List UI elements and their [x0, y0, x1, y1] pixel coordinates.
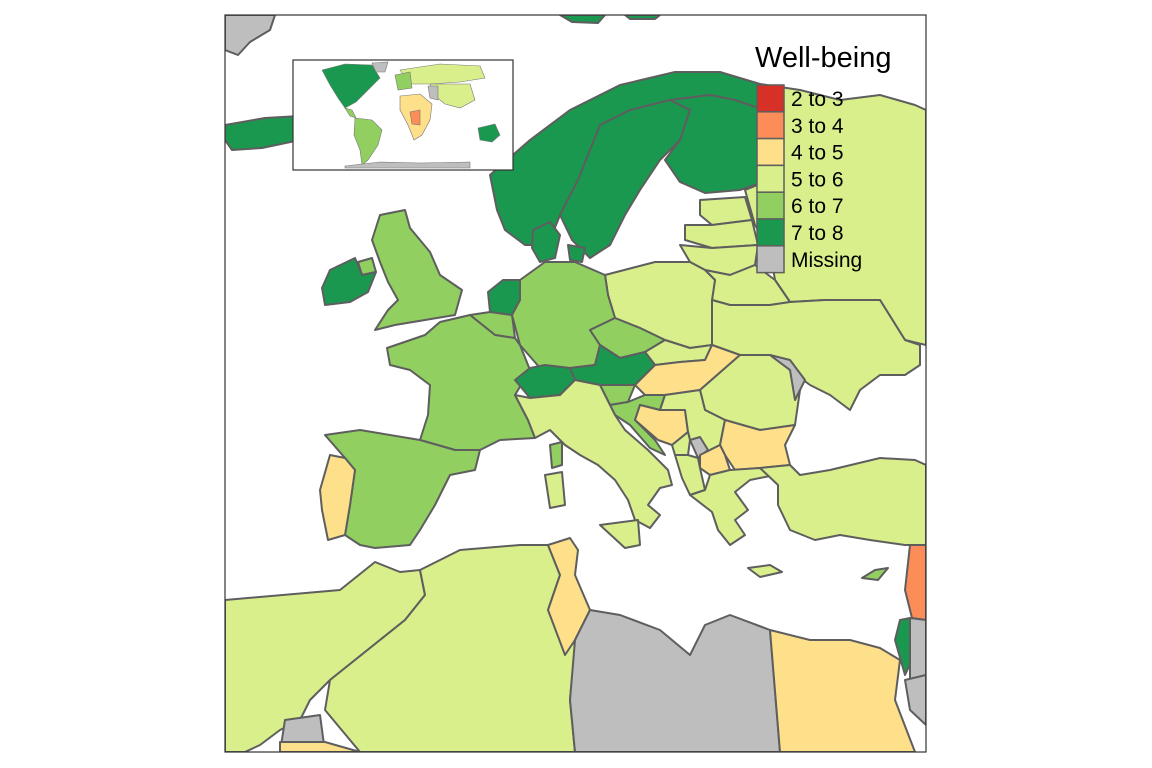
inset-south-america [353, 117, 383, 166]
country-moldova [769, 354, 806, 401]
country-sicily [599, 519, 641, 549]
legend-swatch [756, 191, 785, 220]
country-israel [894, 617, 913, 676]
legend-label: 7 to 8 [791, 222, 844, 245]
country-saudi [904, 674, 926, 726]
country-greenland-north [559, 15, 606, 24]
country-libya [569, 609, 781, 752]
legend-swatch [756, 137, 785, 167]
legend: Well-being 2 to 3 3 to 4 4 to 5 5 to 6 6 to … [755, 42, 891, 274]
inset-greenland [371, 61, 389, 73]
country-corsica [549, 441, 563, 469]
legend-label: 3 to 4 [791, 115, 844, 138]
country-greece [689, 467, 776, 546]
country-finland [664, 94, 776, 194]
legend-title: Well-being [755, 42, 891, 74]
country-egypt [769, 629, 916, 752]
legend-label: 5 to 6 [791, 168, 844, 191]
legend-label: 6 to 7 [791, 195, 844, 218]
inset-australia [477, 123, 501, 143]
country-latvia [684, 219, 759, 249]
country-cyprus [861, 567, 889, 581]
country-denmark-zealand [567, 244, 586, 263]
inset-antarctica [344, 161, 471, 169]
country-albania [674, 454, 706, 496]
map-frame [224, 14, 927, 753]
legend-label: 4 to 5 [791, 142, 844, 165]
country-algeria [324, 544, 576, 752]
country-united-kingdom [371, 209, 463, 331]
country-lebanon-syria [904, 544, 926, 621]
country-montenegro [671, 431, 691, 456]
legend-swatch [756, 111, 785, 140]
legend-swatch [756, 245, 785, 274]
country-turkey [759, 457, 926, 546]
country-sardinia [544, 471, 566, 509]
legend-label: Missing [791, 249, 862, 272]
country-denmark [531, 221, 561, 263]
legend-label: 2 to 3 [791, 88, 844, 111]
inset-north-america [321, 63, 381, 109]
inset-europe [394, 71, 413, 91]
country-svalbard [624, 15, 661, 20]
inset-middle-east [427, 85, 439, 101]
inset-world-map [292, 59, 514, 171]
country-jordan [909, 617, 926, 681]
country-crete [747, 564, 783, 578]
legend-swatch [756, 84, 785, 113]
inset-russia [399, 63, 486, 85]
country-ireland [321, 257, 377, 306]
legend-swatch [756, 164, 785, 193]
legend-swatch [756, 218, 785, 247]
country-mauritania [279, 741, 361, 752]
country-portugal [319, 454, 356, 541]
country-greenland [225, 15, 276, 56]
inset-central-africa [409, 109, 421, 126]
country-italy [514, 379, 673, 529]
